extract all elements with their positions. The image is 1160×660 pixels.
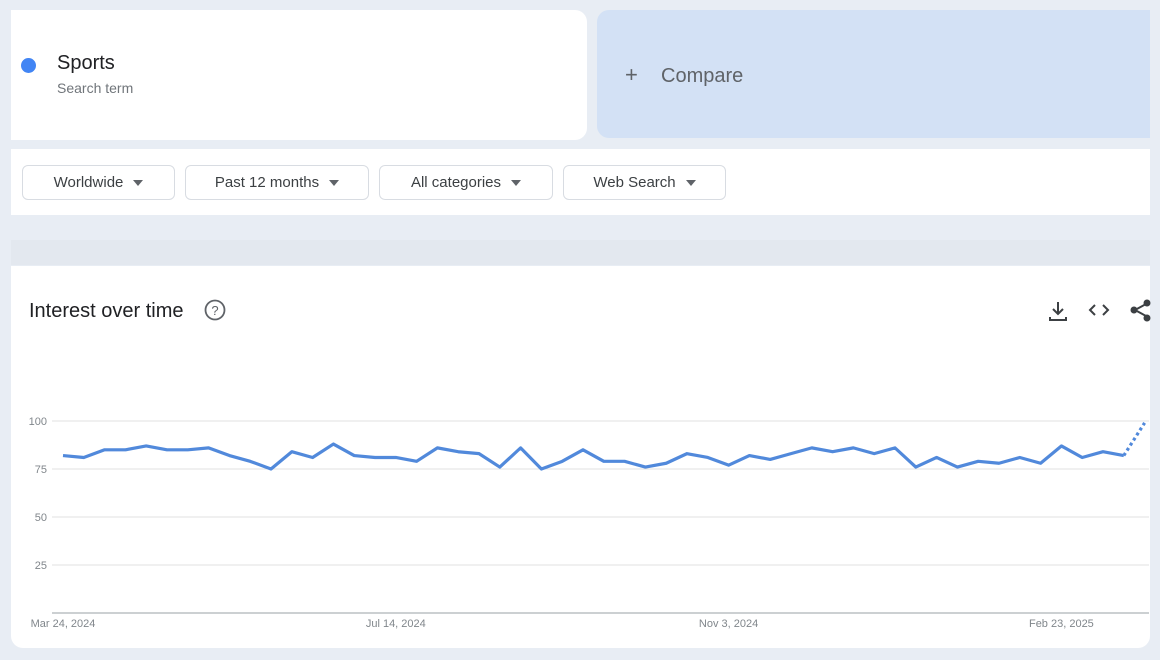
filter[interactable]: All categories bbox=[379, 165, 553, 200]
share-icon[interactable] bbox=[1130, 299, 1151, 322]
download-icon[interactable] bbox=[1049, 302, 1067, 321]
filter-label: Web Search bbox=[593, 174, 676, 191]
y-tick-label: 75 bbox=[35, 464, 47, 476]
filter[interactable]: Past 12 months bbox=[185, 165, 369, 200]
filter-label: Worldwide bbox=[53, 174, 124, 191]
term-card[interactable]: Sports Search term bbox=[11, 10, 587, 140]
filter[interactable]: Web Search bbox=[563, 165, 726, 200]
partial-segment bbox=[1122, 422, 1146, 457]
term-dot bbox=[21, 58, 36, 73]
help-icon[interactable]: ? bbox=[204, 299, 226, 321]
svg-text:?: ? bbox=[211, 303, 218, 318]
y-tick-label: 50 bbox=[35, 512, 47, 524]
caret bbox=[511, 179, 522, 186]
x-tick-label: Mar 24, 2024 bbox=[31, 618, 96, 630]
caret bbox=[133, 179, 144, 186]
filter[interactable]: Worldwide bbox=[22, 165, 175, 200]
filter-label: All categories bbox=[410, 174, 502, 191]
x-tick-label: Jul 14, 2024 bbox=[366, 618, 426, 630]
compare-label: Compare bbox=[661, 65, 744, 87]
term-name: Sports bbox=[57, 52, 115, 74]
chart-card bbox=[11, 266, 1150, 648]
compare-card[interactable]: + Compare bbox=[597, 10, 1150, 138]
filter-label: Past 12 months bbox=[214, 174, 320, 191]
x-tick-label: Feb 23, 2025 bbox=[1029, 618, 1094, 630]
divider-strip bbox=[11, 240, 1150, 265]
term-subtitle: Search term bbox=[57, 80, 134, 96]
embed-icon[interactable] bbox=[1088, 304, 1110, 316]
caret bbox=[329, 179, 340, 186]
x-tick-label: Nov 3, 2024 bbox=[699, 618, 758, 630]
caret bbox=[685, 179, 696, 186]
trend-line bbox=[62, 442, 1125, 471]
plus-icon: + bbox=[625, 62, 638, 87]
y-tick-label: 25 bbox=[35, 560, 47, 572]
y-tick-label: 100 bbox=[29, 416, 47, 428]
chart-title: Interest over time bbox=[29, 300, 184, 322]
